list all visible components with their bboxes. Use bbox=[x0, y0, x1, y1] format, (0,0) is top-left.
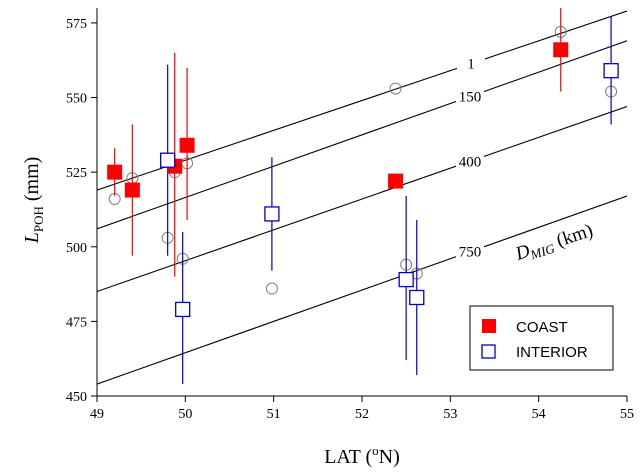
dmig-main: D bbox=[512, 240, 533, 265]
dmig-label-bg bbox=[457, 54, 485, 72]
markers-layer bbox=[107, 42, 619, 318]
dmig-annotation: DMIG (km) bbox=[512, 220, 596, 267]
y-tick-label: 500 bbox=[66, 241, 87, 256]
dmig-label-bg bbox=[456, 87, 484, 105]
observed-circle-point bbox=[265, 282, 278, 295]
interior-point bbox=[160, 152, 176, 168]
x-tick-label: 53 bbox=[443, 407, 457, 422]
dmig-label-150: 150 bbox=[459, 90, 482, 106]
dmig-label-bg bbox=[456, 152, 484, 170]
axes: 49 50 51 52 53 54 55 450 475 500 525 550 575 bbox=[66, 8, 634, 422]
y-tick-label: 525 bbox=[66, 166, 87, 181]
dmig-label-1: 1 bbox=[467, 57, 475, 73]
dmig-label-750: 750 bbox=[459, 245, 482, 261]
dmig-line-750 bbox=[97, 195, 627, 385]
dmig-line-1 bbox=[97, 10, 627, 191]
legend-marker-interior bbox=[481, 344, 496, 359]
x-tick-label: 49 bbox=[90, 407, 104, 422]
x-axis-label: LAT (oN) bbox=[324, 443, 400, 468]
y-tick-label: 475 bbox=[66, 315, 87, 330]
dmig-line-150 bbox=[97, 40, 627, 230]
legend: COAST INTERIOR bbox=[469, 305, 614, 371]
dmig-label-bg bbox=[456, 242, 484, 260]
y-axis-label-main: L bbox=[21, 232, 43, 244]
x-axis-label-sup: o bbox=[372, 443, 379, 458]
dmig-labels: 1 150 400 750 bbox=[456, 54, 485, 261]
x-tick-label: 55 bbox=[620, 407, 634, 422]
dmig-line-400 bbox=[97, 105, 627, 293]
y-axis-label: LPOH (mm) bbox=[21, 157, 46, 245]
legend-box bbox=[469, 305, 614, 371]
coast-point bbox=[553, 42, 569, 58]
x-axis-label-main: LAT ( bbox=[324, 446, 372, 468]
x-tick-label: 52 bbox=[355, 407, 369, 422]
y-axis-label-suffix: (mm) bbox=[21, 157, 43, 206]
x-tick-label: 50 bbox=[178, 407, 192, 422]
interior-point bbox=[264, 206, 280, 222]
coast-point bbox=[388, 173, 404, 189]
dmig-lines bbox=[97, 10, 627, 385]
legend-marker-coast bbox=[482, 319, 496, 333]
x-tick-label: 54 bbox=[532, 407, 546, 422]
interior-point bbox=[603, 63, 619, 79]
y-tick-label: 550 bbox=[66, 92, 87, 107]
interior-point bbox=[409, 289, 425, 306]
y-tick-label: 450 bbox=[66, 390, 87, 405]
interior-point bbox=[398, 271, 414, 288]
interior-point bbox=[175, 301, 191, 318]
x-tick-label: 51 bbox=[267, 407, 281, 422]
observed-circle-point bbox=[389, 82, 402, 95]
dmig-suffix: (km) bbox=[549, 220, 595, 253]
legend-label-coast: COAST bbox=[516, 319, 568, 336]
y-axis-label-sub: POH bbox=[31, 206, 46, 232]
coast-point bbox=[179, 137, 195, 153]
y-tick-label: 575 bbox=[66, 17, 87, 32]
coast-point bbox=[107, 164, 123, 180]
legend-label-interior: INTERIOR bbox=[516, 344, 588, 361]
x-axis-label-suffix: N) bbox=[379, 446, 400, 468]
dmig-label-400: 400 bbox=[459, 154, 482, 170]
coast-point bbox=[124, 182, 140, 198]
